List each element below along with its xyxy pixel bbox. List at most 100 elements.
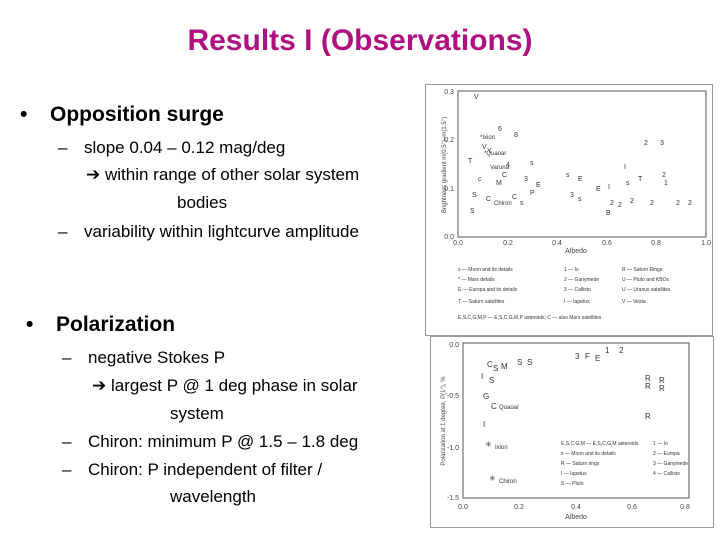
plot2-ytick: 0.0: [449, 342, 459, 349]
polarization-plot-svg: 0.0 -0.5 -1.0 -1.5 0.0 0.2 0.4 0.6 0.8 A…: [441, 342, 690, 521]
plot2-x-ticks: 0.0 0.2 0.4 0.6 0.8: [458, 504, 690, 511]
plot1-marker: V: [474, 94, 479, 101]
plot1-marker: s: [530, 160, 534, 167]
wavelength-line: wavelength: [170, 484, 256, 509]
plot1-xlabel: Albedo: [565, 248, 587, 255]
plot1-marker: T: [638, 176, 643, 183]
plot1-marker: 2: [644, 140, 648, 147]
legend-entry: E,S,C,G,M — E,S,C,G,M asteroids: [561, 441, 639, 447]
plot1-marker: s: [626, 180, 630, 187]
largest-p-text: largest P @ 1 deg phase in solar: [110, 376, 358, 395]
dash-marker: –: [62, 460, 72, 479]
plot1-ytick: 0.3: [444, 89, 454, 96]
plot1-marker: P: [530, 190, 535, 197]
legend-entry: 4 — Callisto: [653, 471, 680, 477]
plot1-marker: 2: [662, 172, 666, 179]
plot2-object-labels: Quaoar Ixion Chiron: [495, 405, 519, 485]
plot1-marker: B: [606, 210, 611, 217]
plot2-label-chiron: Chiron: [499, 479, 517, 485]
plot1-label-chiron: Chiron: [494, 201, 512, 207]
opposition-surge-plot-svg: 0.3 0.2 0.1 0.0 0.0 0.2 0.4 0.6 0.8 1.0 …: [442, 89, 711, 321]
plot2-marker: I: [481, 372, 483, 381]
system-text: system: [170, 404, 224, 423]
legend-entry: R — Saturn rings: [561, 461, 600, 467]
plot2-ytick: -1.0: [447, 445, 459, 452]
legend-entry: T — Saturn satellites: [458, 299, 505, 305]
plot1-marker: 2: [610, 200, 614, 207]
plot1-marker: 2: [618, 202, 622, 209]
bullet-dot: •: [20, 103, 28, 126]
plot2-ytick: -1.5: [447, 495, 459, 502]
legend-entry: S — Pluto: [561, 481, 584, 487]
legend-entry: 2 — Europa: [653, 451, 680, 457]
slide-title: Results I (Observations): [187, 24, 533, 57]
plot1-marker: C: [502, 172, 507, 179]
heading-opposition-surge: Opposition surge: [50, 103, 224, 126]
within-range-text: within range of other solar system: [104, 165, 360, 184]
plot1-y-ticks: 0.3 0.2 0.1 0.0: [444, 89, 454, 241]
sub-item-negative-stokes: – negative Stokes P: [62, 345, 225, 370]
plot2-xtick: 0.4: [571, 504, 581, 511]
plot2-xtick: 0.8: [680, 504, 690, 511]
legend-footer: E,S,C,G,M,P — E,S,C,G,M,P asteroids; C —…: [458, 315, 602, 321]
plot2-marker: R: [659, 384, 665, 393]
plot2-xlabel: Albedo: [565, 514, 587, 521]
plot2-xtick: 0.6: [627, 504, 637, 511]
plot2-marker: 3: [575, 352, 580, 361]
plot2-marker: 1: [605, 346, 610, 355]
plot1-x-ticks: 0.0 0.2 0.4 0.6 0.8 1.0: [453, 240, 711, 247]
legend-entry: I — Iapetus: [564, 299, 590, 305]
wavelength-text: wavelength: [170, 487, 257, 506]
legend-entry: R — Saturn Rings: [622, 267, 663, 273]
plot1-marker: E: [596, 186, 601, 193]
plot1-xtick: 1.0: [701, 240, 711, 247]
plot1-xtick: 0.4: [552, 240, 562, 247]
sub-item-chiron-minimum: – Chiron: minimum P @ 1.5 – 1.8 deg: [62, 429, 358, 454]
plot1-xtick: 0.8: [651, 240, 661, 247]
plot1-ytick: 0.0: [444, 234, 454, 241]
plot1-xtick: 0.6: [602, 240, 612, 247]
plot2-marker: S: [527, 358, 532, 367]
plot1-marker: 2: [630, 198, 634, 205]
plot2-xtick: 0.0: [458, 504, 468, 511]
legend-entry: 3 — Ganymede: [653, 461, 688, 467]
plot2-markers: C S M S S I S G C I 3 F E 1 2 R R R R R …: [481, 346, 665, 483]
plot1-marker: I: [624, 164, 626, 171]
plot1-marker: s: [566, 172, 570, 179]
plot1-marker: I: [608, 184, 610, 191]
legend-entry: 2 — Ganymede: [564, 277, 599, 283]
plot1-marker: c: [478, 176, 482, 183]
legend-entry: s — Moon and its details: [458, 267, 513, 273]
sub-item-slope: – slope 0.04 – 0.12 mag/deg: [58, 135, 285, 160]
plot2-label-quaoar: Quaoar: [499, 405, 519, 411]
plot2-marker: S: [489, 376, 494, 385]
variability-text: variability within lightcurve amplitude: [84, 222, 359, 241]
chiron-minimum-text: Chiron: minimum P @ 1.5 – 1.8 deg: [88, 432, 359, 451]
bodies-text: bodies: [177, 193, 228, 212]
plot1-marker: V: [482, 144, 487, 151]
plot1-ytick: 0.1: [444, 186, 454, 193]
plot2-marker: S: [517, 358, 522, 367]
plot2-marker: R: [645, 412, 651, 421]
legend-entry: U — Uranus satellites: [622, 287, 671, 293]
plot2-marker: R: [645, 382, 651, 391]
plot1-marker: 8: [514, 132, 518, 139]
plot1-marker: S: [470, 208, 475, 215]
chiron-independent-text: Chiron: P independent of filter /: [88, 460, 323, 479]
plot1-marker: C: [512, 194, 517, 201]
plot1-object-labels: *Ixion *Quaoar Varuna Chiron: [480, 135, 512, 207]
plot1-marker: s: [578, 196, 582, 203]
plot2-marker: R: [645, 374, 651, 383]
sub-item-variability: – variability within lightcurve amplitude: [58, 219, 359, 244]
plot2-xtick: 0.2: [514, 504, 524, 511]
plot2-marker: E: [595, 354, 600, 363]
plot1-marker: s: [520, 200, 524, 207]
plot1-marker: 4: [506, 162, 510, 169]
plot1-ylabel: Brightness gradient m(0.5°)–m(1.5°): [442, 117, 448, 213]
system-line: system: [170, 401, 224, 426]
bullet-dot: •: [26, 313, 34, 336]
plot1-marker: E: [578, 176, 583, 183]
plot2-marker: C: [491, 402, 497, 411]
plot1-marker: 2: [650, 200, 654, 207]
plot2-marker: S: [493, 364, 498, 373]
